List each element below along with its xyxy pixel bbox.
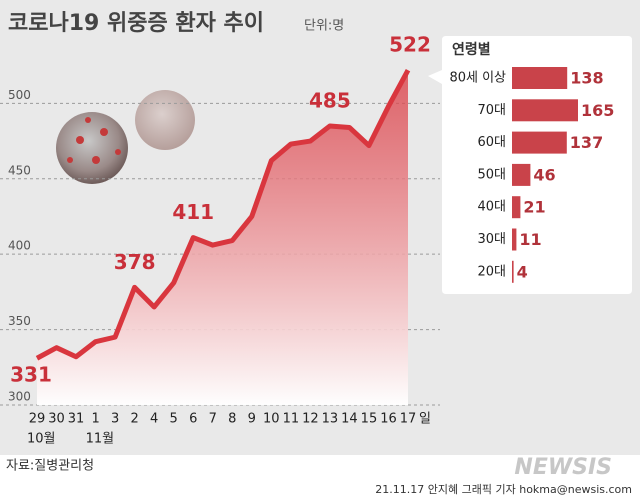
value-label: 21 <box>523 198 545 217</box>
value-label: 4 <box>517 262 528 281</box>
y-tick-label: 350 <box>8 314 31 328</box>
source: 자료:질병관리청 <box>6 459 94 474</box>
value-label: 138 <box>570 69 603 88</box>
month-label: 11월 <box>86 432 115 447</box>
category-label: 80세 이상 <box>449 71 506 86</box>
bar <box>512 228 517 251</box>
x-tick-label: 11 <box>283 412 300 427</box>
bar <box>512 99 578 122</box>
x-tick-label: 4 <box>150 412 158 427</box>
value-label: 378 <box>114 250 156 274</box>
category-label: 40대 <box>477 200 506 215</box>
footer-background <box>0 455 640 500</box>
chart-title: 코로나19 위중증 환자 추이 <box>8 11 264 36</box>
value-label: 411 <box>172 200 214 224</box>
month-label: 10월 <box>27 432 56 447</box>
x-tick-label: 16 <box>380 412 397 427</box>
category-label: 20대 <box>477 264 506 279</box>
x-tick-label: 17 <box>400 412 417 427</box>
bar <box>512 196 521 219</box>
line <box>35 68 411 361</box>
x-tick-label: 12 <box>302 412 319 427</box>
value-label: 331 <box>10 363 52 387</box>
x-tick-label: 1 <box>91 412 99 427</box>
x-tick-label: 6 <box>189 412 197 427</box>
y-tick-label: 400 <box>8 239 31 253</box>
value-label: 165 <box>581 101 614 120</box>
bar <box>512 163 531 186</box>
x-suffix: 일 <box>419 412 431 427</box>
x-tick-label: 30 <box>48 412 65 427</box>
x-tick-label: 8 <box>228 412 236 427</box>
value-label: 46 <box>533 165 555 184</box>
category-label: 50대 <box>477 167 506 182</box>
bar <box>512 131 567 154</box>
x-tick-label: 14 <box>341 412 358 427</box>
x-tick-label: 9 <box>248 412 256 427</box>
inset-title: 연령별 <box>452 41 491 58</box>
x-tick-label: 5 <box>170 412 178 427</box>
value-label: 11 <box>519 230 541 249</box>
bar <box>512 67 568 89</box>
value-label: 485 <box>309 88 351 112</box>
x-tick-label: 15 <box>361 412 378 427</box>
value-label: 522 <box>389 33 431 57</box>
x-tick-label: 31 <box>68 412 85 427</box>
virus-illustration <box>56 90 195 184</box>
credit: 21.11.17 안지혜 그래픽 기자 hokma@newsis.com <box>375 483 632 496</box>
x-tick-label: 3 <box>111 412 119 427</box>
y-tick-label: 450 <box>8 163 31 177</box>
y-tick-label: 500 <box>8 88 31 102</box>
category-label: 70대 <box>477 103 506 118</box>
unit-label: 단위:명 <box>304 19 344 34</box>
bar <box>512 260 514 283</box>
area <box>37 70 408 406</box>
y-tick-label: 300 <box>8 390 31 404</box>
x-tick-label: 29 <box>29 412 46 427</box>
logo: NEWSIS <box>514 455 612 480</box>
x-tick-label: 7 <box>209 412 217 427</box>
category-label: 60대 <box>477 135 506 150</box>
x-tick-label: 13 <box>322 412 339 427</box>
x-tick-label: 10 <box>263 412 280 427</box>
value-label: 137 <box>570 133 603 152</box>
x-tick-label: 2 <box>130 412 138 427</box>
category-label: 30대 <box>477 232 506 247</box>
